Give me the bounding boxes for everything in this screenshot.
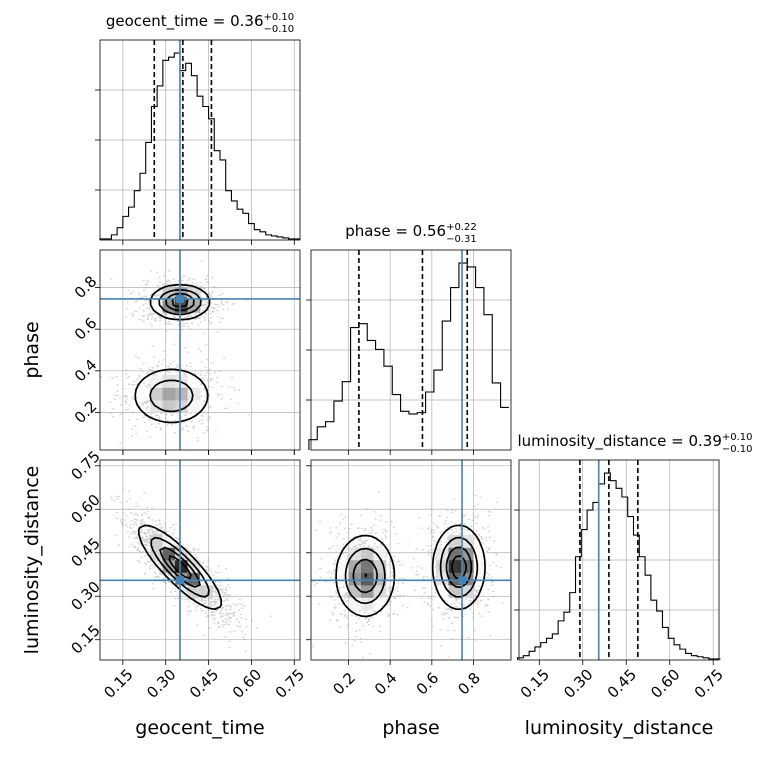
histogram-title: geocent_time = 0.36+0.10 xyxy=(106,12,294,31)
panel-content xyxy=(100,460,300,660)
x-axis-label-luminosity_distance: luminosity_distance xyxy=(525,717,714,739)
histogram-geocent_time: geocent_time = 0.36+0.10−0.10 xyxy=(95,12,301,245)
histogram-title: luminosity_distance = 0.39+0.10 xyxy=(517,432,752,451)
histogram-phase: phase = 0.56+0.22−0.31 xyxy=(306,222,512,455)
title-lower-error: −0.31 xyxy=(446,234,477,245)
title-lower-error: −0.10 xyxy=(722,444,753,455)
panel-frame xyxy=(310,459,512,661)
contour-line xyxy=(165,292,195,312)
x-axis-label-phase: phase xyxy=(382,717,439,739)
contour-line xyxy=(149,288,202,413)
density-cell xyxy=(373,585,387,598)
density-cell xyxy=(150,387,163,401)
title-upper-error: +0.10 xyxy=(722,432,753,443)
density-cell xyxy=(448,560,462,573)
x-tick-label: 0.4 xyxy=(371,669,401,699)
y-tick-label: 0.15 xyxy=(67,621,103,657)
truth-marker xyxy=(176,576,184,585)
x-tick-label: 0.45 xyxy=(604,665,640,701)
x-tick-label: 0.60 xyxy=(229,665,265,701)
histogram-bars xyxy=(517,472,721,660)
density-cell xyxy=(348,585,362,598)
scatter-panel-geocent_time-vs-phase xyxy=(95,249,301,455)
y-tick-label: 0.45 xyxy=(67,534,103,570)
scatter-panel-geocent_time-vs-luminosity_distance xyxy=(95,459,301,665)
y-tick-label: 0.60 xyxy=(67,491,103,527)
contour-line xyxy=(134,283,211,424)
contour-line xyxy=(137,524,223,611)
density-cell xyxy=(373,547,387,561)
contour-line xyxy=(352,546,473,594)
title-main: geocent_time = 0.36 xyxy=(106,12,264,31)
x-tick-label: 0.15 xyxy=(100,665,136,701)
density-cell xyxy=(361,547,374,561)
panel-content xyxy=(100,250,300,450)
density-cell xyxy=(137,387,151,401)
x-tick-label: 0.45 xyxy=(186,665,222,701)
y-tick-label: 0.2 xyxy=(71,397,101,427)
y-tick-label: 0.6 xyxy=(71,314,101,344)
y-tick-label: 0.75 xyxy=(67,447,103,483)
y-tick-label: 0.30 xyxy=(67,578,103,614)
density-cell xyxy=(436,560,449,573)
density-cell xyxy=(162,375,176,388)
histogram-bars xyxy=(99,52,300,240)
density-cell xyxy=(200,585,213,598)
title-upper-error: +0.10 xyxy=(264,12,295,23)
histogram-title: phase = 0.56+0.22 xyxy=(345,222,476,240)
density-cell xyxy=(361,560,374,573)
density-cell xyxy=(187,375,201,388)
title-main: luminosity_distance = 0.39 xyxy=(517,432,721,451)
x-axis-label-geocent_time: geocent_time xyxy=(135,717,264,739)
x-tick-label: 0.2 xyxy=(329,669,359,699)
density-cell xyxy=(187,400,201,413)
truth-marker xyxy=(458,576,467,585)
truth-marker xyxy=(176,294,184,303)
x-tick-label: 0.15 xyxy=(517,665,553,701)
title-main: phase = 0.56 xyxy=(345,222,446,240)
histogram-luminosity_distance: luminosity_distance = 0.39+0.10−0.10 xyxy=(514,432,753,665)
x-tick-label: 0.75 xyxy=(272,665,308,701)
contour-line xyxy=(344,536,479,605)
density-cell xyxy=(162,387,176,401)
title-upper-error: +0.22 xyxy=(446,222,477,233)
x-tick-label: 0.30 xyxy=(560,665,596,701)
contour-line xyxy=(168,555,192,580)
density-cell xyxy=(150,375,163,388)
density-cell xyxy=(175,560,188,573)
density-cell xyxy=(175,387,188,401)
panel-content xyxy=(311,460,511,660)
y-axis-label-phase: phase xyxy=(21,321,43,378)
density-cell xyxy=(187,387,201,401)
x-tick-label: 0.8 xyxy=(454,669,484,699)
y-axis-label-luminosity_distance: luminosity_distance xyxy=(21,466,43,655)
density-cell xyxy=(348,572,362,586)
y-tick-label: 0.8 xyxy=(71,272,101,302)
x-tick-label: 0.75 xyxy=(691,665,727,701)
x-tick-label: 0.30 xyxy=(143,665,179,701)
histogram-bars xyxy=(308,262,509,450)
density-cell xyxy=(361,572,374,586)
title-lower-error: −0.10 xyxy=(264,24,295,35)
contour-line xyxy=(335,524,486,618)
scatter-panel-phase-vs-luminosity_distance xyxy=(306,459,512,665)
panel-frame xyxy=(99,249,301,451)
x-tick-label: 0.60 xyxy=(647,665,683,701)
density-cell xyxy=(361,597,374,611)
y-tick-label: 0.4 xyxy=(71,356,101,386)
panel-frame xyxy=(99,459,301,661)
x-tick-label: 0.6 xyxy=(413,669,443,699)
density-cell xyxy=(162,400,176,413)
density-cell xyxy=(175,400,188,413)
